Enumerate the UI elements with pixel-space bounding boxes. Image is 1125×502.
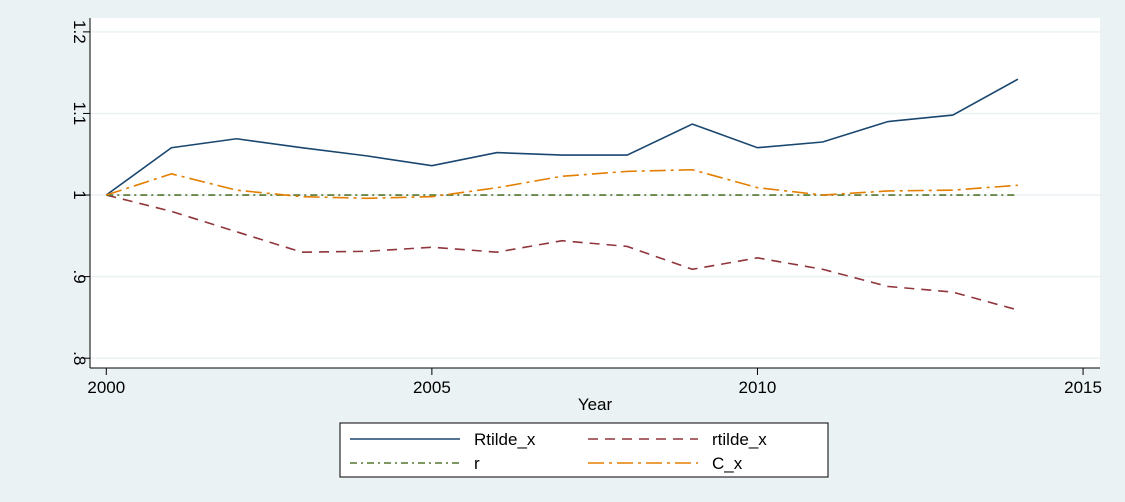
y-tick-label: .8 bbox=[70, 351, 89, 365]
y-tick-label: .9 bbox=[70, 270, 89, 284]
y-tick-label: 1 bbox=[70, 190, 89, 199]
x-tick-label: 2010 bbox=[739, 378, 777, 397]
legend-label: Rtilde_x bbox=[474, 430, 536, 449]
y-tick-label: 1.1 bbox=[70, 102, 89, 126]
x-tick-label: 2000 bbox=[87, 378, 125, 397]
series-line bbox=[106, 168, 1019, 200]
legend-label: C_x bbox=[712, 454, 743, 473]
x-tick-label: 2015 bbox=[1064, 378, 1102, 397]
y-tick-label: 1.2 bbox=[70, 20, 89, 44]
legend-box bbox=[339, 422, 829, 478]
x-tick-label: 2005 bbox=[413, 378, 451, 397]
plot-area bbox=[90, 18, 1100, 368]
series-line bbox=[106, 194, 1019, 311]
series-line bbox=[105, 78, 1019, 196]
x-axis-label: Year bbox=[578, 395, 613, 414]
legend-label: r bbox=[474, 454, 480, 473]
legend-label: rtilde_x bbox=[712, 430, 767, 449]
